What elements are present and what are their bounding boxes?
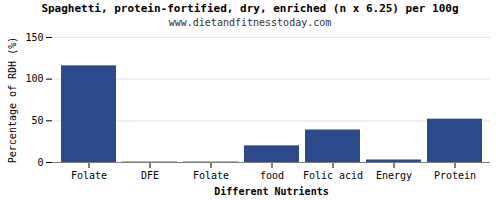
svg-text:Energy: Energy <box>376 170 412 181</box>
svg-text:Folate: Folate <box>193 170 229 181</box>
svg-text:Folate: Folate <box>71 170 107 181</box>
svg-text:Protein: Protein <box>434 170 476 181</box>
svg-text:50: 50 <box>31 115 43 126</box>
svg-text:Percentage of RDH (%): Percentage of RDH (%) <box>7 37 18 163</box>
svg-text:0: 0 <box>37 157 43 168</box>
svg-text:150: 150 <box>25 32 43 43</box>
svg-text:Folic acid: Folic acid <box>303 170 363 181</box>
html-text:www.dietandfitnesstoday.com: www.dietandfitnesstoday.com <box>168 17 332 28</box>
svg-text:Different Nutrients: Different Nutrients <box>214 186 328 197</box>
svg-text:100: 100 <box>25 73 43 84</box>
svg-text:DFE: DFE <box>141 170 159 181</box>
html-text:Spaghetti, protein-fortified,: Spaghetti, protein-fortified, dry, enric… <box>41 2 459 15</box>
svg-text:food: food <box>260 170 284 181</box>
